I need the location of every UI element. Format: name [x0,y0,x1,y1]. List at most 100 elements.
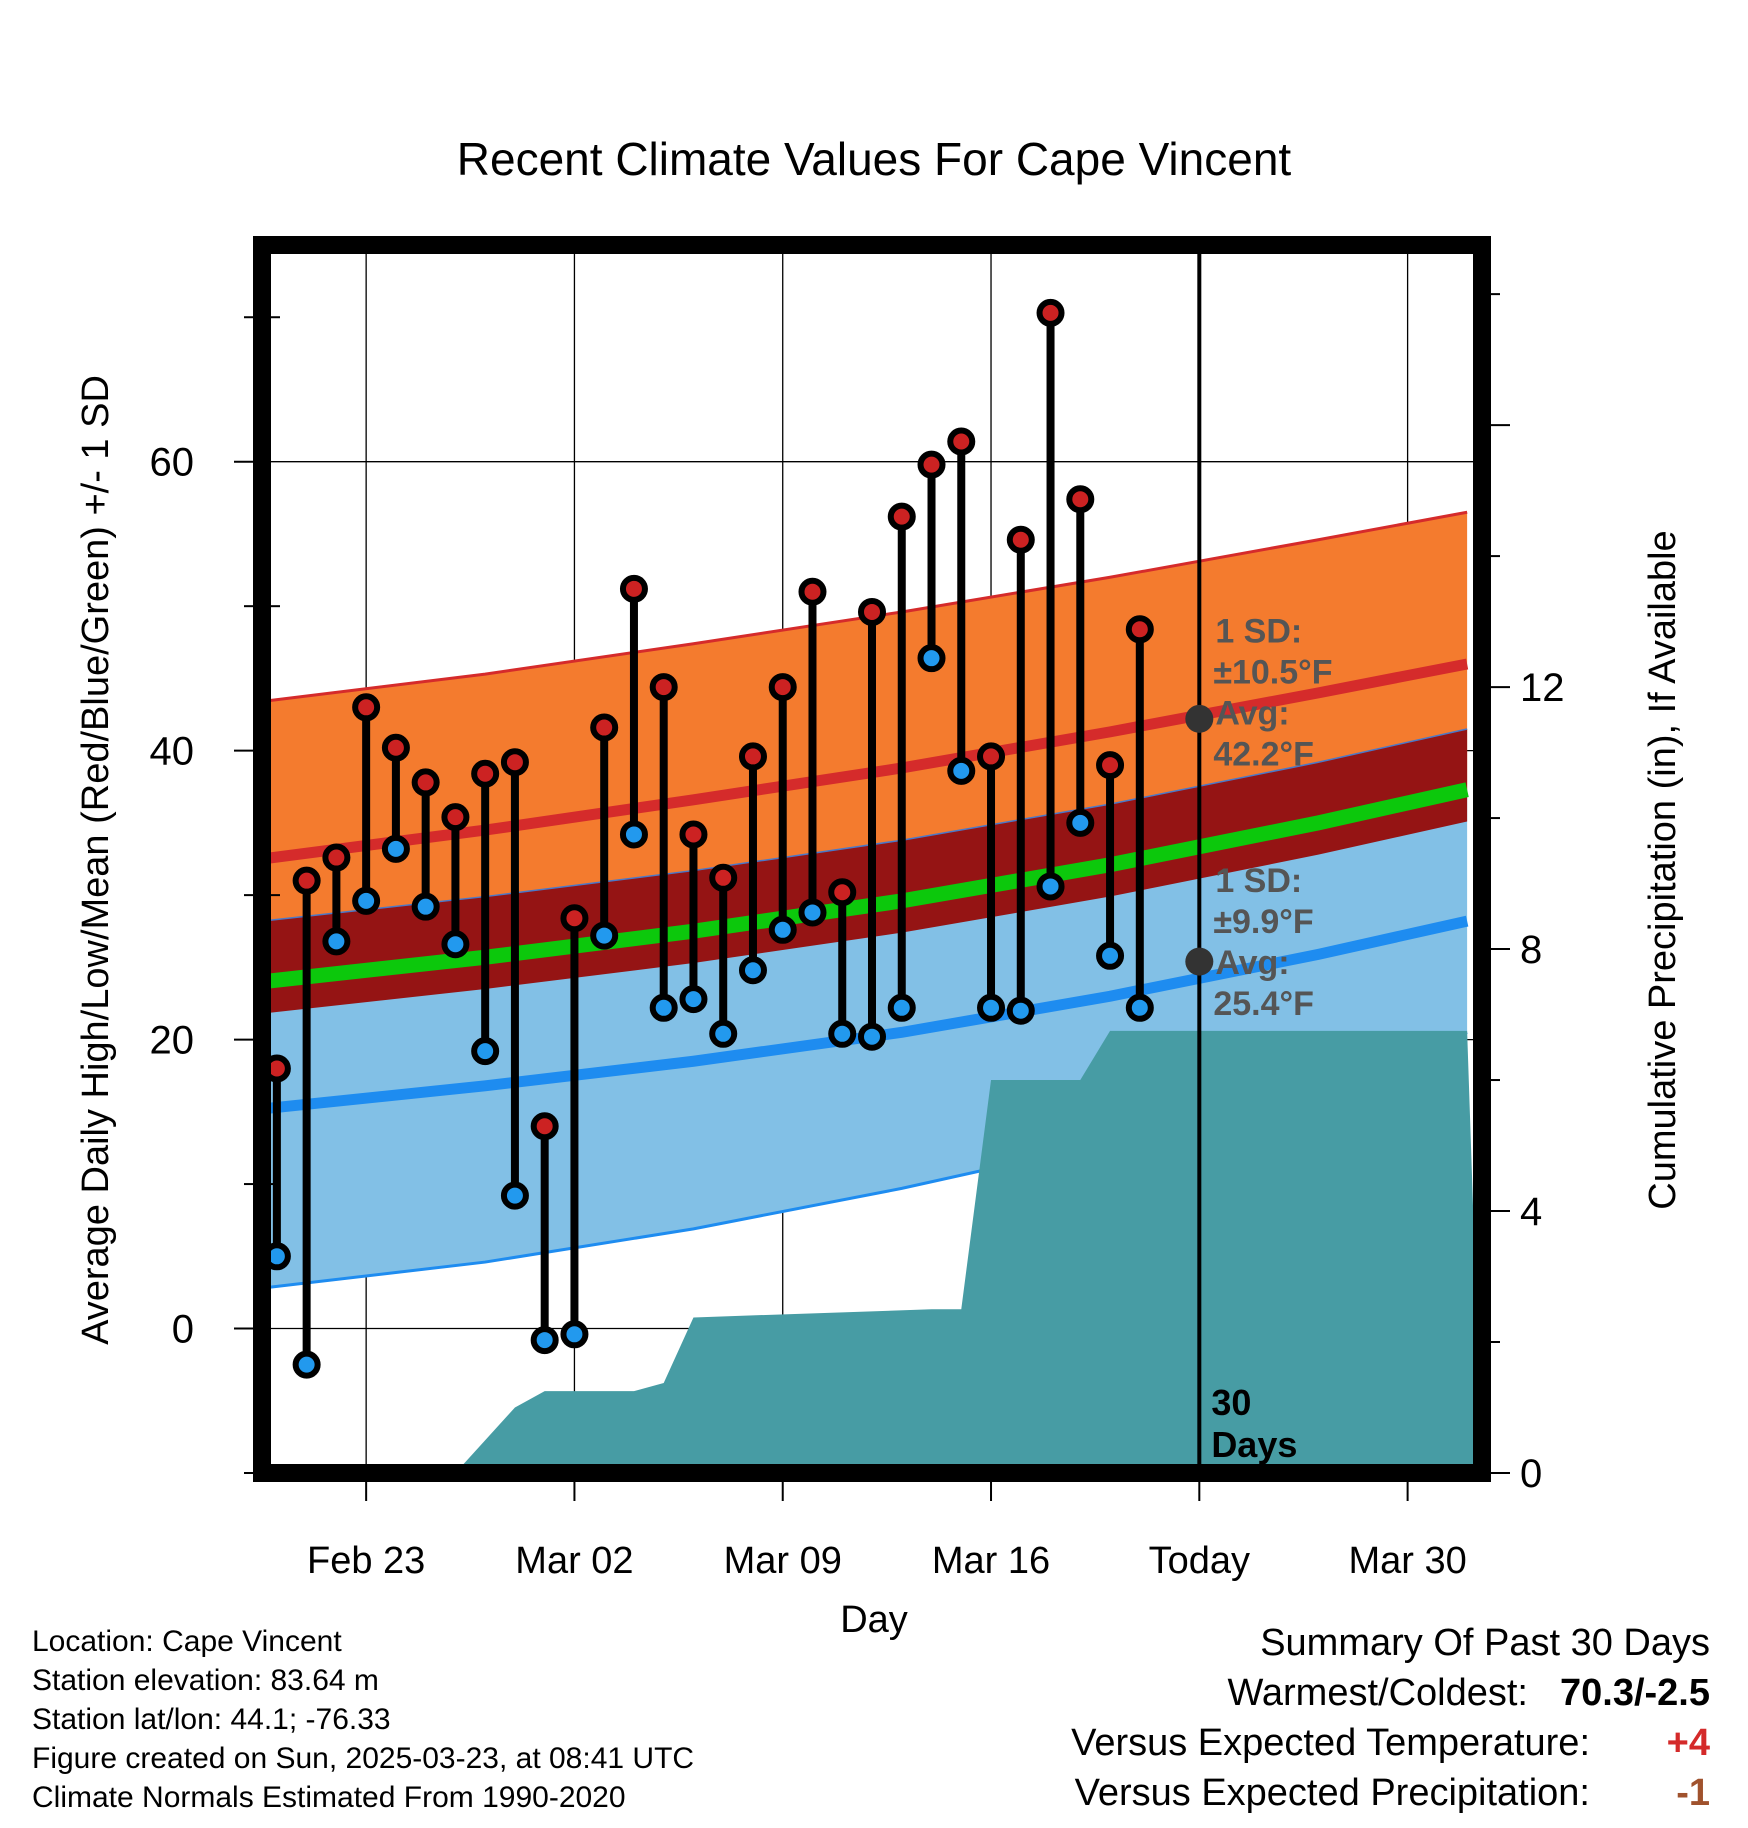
x-tick-label-4: Today [1149,1540,1250,1582]
y-tick-label-0: 0 [172,1308,194,1352]
low-point-2025-03-11 [828,1019,857,1048]
y-axis-label: Average Daily High/Low/Mean (Red/Blue/Gr… [75,375,117,1345]
info-elevation: Station elevation: 83.64 m [32,1664,379,1697]
station-info: Location: Cape Vincent Station elevation… [32,1622,694,1817]
high-point-2025-03-17 [1006,525,1035,554]
summary-precip-label: Versus Expected Precipitation: [1074,1772,1590,1814]
low-sd-annotation-line-1: ±9.9°F [1213,903,1313,941]
high-sd-band [262,512,1468,982]
high-point-2025-03-07 [709,863,738,892]
high-point-2025-03-11 [828,878,857,907]
summary-panel: Summary Of Past 30 Days Warmest/Coldest:… [1071,1618,1710,1818]
low-point-2025-03-09 [768,915,797,944]
y2-tick-label-4: 4 [1520,1190,1542,1234]
normal-low-line [261,915,1469,1115]
precip-area [262,1030,1482,1473]
low-point-2025-03-15 [947,756,976,785]
x-tick-label-2: Mar 09 [724,1540,842,1582]
high-point-2025-02-28 [500,748,529,777]
plot-frame [253,236,1491,1482]
low-point-2025-03-20 [1096,941,1125,970]
low-point-2025-02-27 [471,1037,500,1066]
info-location: Location: Cape Vincent [32,1625,342,1658]
high-point-2025-02-25 [411,768,440,797]
low-point-2025-03-21 [1125,993,1154,1022]
high-point-2025-02-24 [381,733,410,762]
low-avg-today-dot [1185,947,1214,976]
high-point-2025-03-20 [1096,751,1125,780]
low-point-2025-02-26 [441,930,470,959]
high-sd-annotation-line-2: Avg: [1215,694,1289,732]
low-point-2025-03-16 [977,993,1006,1022]
low-point-2025-03-19 [1066,808,1095,837]
high-point-2025-03-03 [590,713,619,742]
axes: 0 20 40 60 0 4 8 12 Feb 23 Mar 02 Mar 09 Mar 16 Toda… [150,293,1565,1582]
low-point-2025-03-14 [917,644,946,673]
high-point-2025-03-15 [947,427,976,456]
y-tick-label-40: 40 [150,730,195,774]
low-point-2025-03-01 [530,1326,559,1355]
summary-warmest-row: Warmest/Coldest: 70.3/-2.5 [1071,1668,1710,1718]
precipitation-area [262,1030,1482,1473]
high-point-2025-02-22 [322,843,351,872]
y2-axis-label: Cumulative Precipitation (in), If Availa… [1642,530,1684,1209]
y-tick-label-20: 20 [150,1019,195,1063]
low-point-2025-02-28 [500,1181,529,1210]
low-point-2025-03-10 [798,898,827,927]
high-sd-annotation-line-1: ±10.5°F [1213,653,1332,691]
info-latlon: Station lat/lon: 44.1; -76.33 [32,1703,391,1736]
x-axis-label: Day [840,1599,908,1641]
summary-temp-row: Versus Expected Temperature: +4 [1071,1718,1710,1768]
low-sd-annotation-line-2: Avg: [1215,944,1289,982]
summary-temp-label: Versus Expected Temperature: [1071,1722,1590,1764]
x-tick-label-1: Mar 02 [515,1540,633,1582]
low-point-2025-03-12 [858,1022,886,1051]
high-sd-annotation-line-0: 1 SD: [1215,612,1302,650]
y2-tick-label-12: 12 [1520,666,1565,710]
high-point-2025-03-08 [738,742,767,771]
high-point-2025-03-21 [1125,615,1154,644]
low-point-2025-03-07 [709,1019,738,1048]
y2-tick-label-8: 8 [1520,928,1542,972]
high-point-2025-03-12 [858,597,886,626]
high-point-2025-02-23 [352,693,381,722]
low-point-2025-02-21 [292,1350,321,1379]
observed-temperatures [262,245,1202,1473]
low-sd-annotation-line-3: 25.4°F [1213,985,1314,1023]
high-point-2025-03-09 [768,673,797,702]
high-point-2025-03-02 [560,904,589,933]
high-point-2025-03-05 [649,673,678,702]
low-point-2025-03-05 [649,993,678,1022]
days-label-line-0: 30 [1211,1382,1251,1423]
summary-warmest-label: Warmest/Coldest: [1227,1672,1528,1714]
high-point-2025-03-18 [1036,298,1065,327]
low-sd-annotation-line-0: 1 SD: [1215,862,1302,900]
high-point-2025-03-13 [887,502,916,531]
low-point-2025-02-22 [322,927,351,956]
high-point-2025-03-01 [530,1112,559,1141]
summary-temp-value: +4 [1666,1722,1710,1764]
summary-precip-value: -1 [1676,1772,1710,1814]
high-point-2025-02-26 [441,803,470,832]
low-point-2025-02-24 [381,834,410,863]
high-point-2025-03-06 [679,820,708,849]
summary-title: Summary Of Past 30 Days [1260,1622,1710,1664]
high-point-2025-02-27 [471,759,500,788]
low-point-2025-03-06 [679,985,708,1014]
summary-precip-row: Versus Expected Precipitation: -1 [1071,1768,1710,1818]
low-point-2025-03-04 [619,820,648,849]
low-point-2025-03-02 [560,1320,589,1349]
info-normals: Climate Normals Estimated From 1990-2020 [32,1781,626,1814]
low-point-2025-03-17 [1006,996,1035,1025]
days-label-line-1: Days [1211,1424,1297,1465]
low-point-2025-02-25 [411,892,440,921]
low-point-2025-03-13 [887,993,916,1022]
plot-border [253,236,1491,1482]
high-sd-annotation-line-3: 42.2°F [1213,735,1314,773]
high-avg-today-dot [1185,704,1214,733]
y-tick-label-60: 60 [150,441,195,485]
low-point-2025-02-23 [352,886,381,915]
high-point-2025-03-16 [977,742,1006,771]
